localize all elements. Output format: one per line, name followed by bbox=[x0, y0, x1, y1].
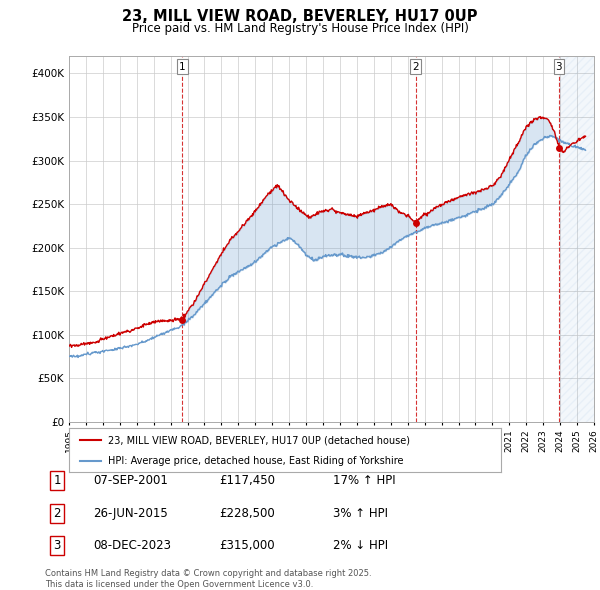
Text: £315,000: £315,000 bbox=[219, 539, 275, 552]
Text: 1: 1 bbox=[179, 61, 185, 71]
Text: HPI: Average price, detached house, East Riding of Yorkshire: HPI: Average price, detached house, East… bbox=[108, 456, 403, 466]
Text: 07-SEP-2001: 07-SEP-2001 bbox=[93, 474, 168, 487]
Text: 17% ↑ HPI: 17% ↑ HPI bbox=[333, 474, 395, 487]
Bar bbox=[559, 56, 594, 422]
Text: £117,450: £117,450 bbox=[219, 474, 275, 487]
Text: £228,500: £228,500 bbox=[219, 507, 275, 520]
Text: 3: 3 bbox=[556, 61, 562, 71]
Text: Contains HM Land Registry data © Crown copyright and database right 2025.
This d: Contains HM Land Registry data © Crown c… bbox=[45, 569, 371, 589]
Text: 23, MILL VIEW ROAD, BEVERLEY, HU17 0UP (detached house): 23, MILL VIEW ROAD, BEVERLEY, HU17 0UP (… bbox=[108, 435, 410, 445]
Text: 08-DEC-2023: 08-DEC-2023 bbox=[93, 539, 171, 552]
Text: 2% ↓ HPI: 2% ↓ HPI bbox=[333, 539, 388, 552]
Text: 23, MILL VIEW ROAD, BEVERLEY, HU17 0UP: 23, MILL VIEW ROAD, BEVERLEY, HU17 0UP bbox=[122, 9, 478, 24]
Text: 26-JUN-2015: 26-JUN-2015 bbox=[93, 507, 168, 520]
Text: 2: 2 bbox=[53, 507, 61, 520]
Text: Price paid vs. HM Land Registry's House Price Index (HPI): Price paid vs. HM Land Registry's House … bbox=[131, 22, 469, 35]
Text: 2: 2 bbox=[413, 61, 419, 71]
Text: 1: 1 bbox=[53, 474, 61, 487]
Text: 3: 3 bbox=[53, 539, 61, 552]
Text: 3% ↑ HPI: 3% ↑ HPI bbox=[333, 507, 388, 520]
